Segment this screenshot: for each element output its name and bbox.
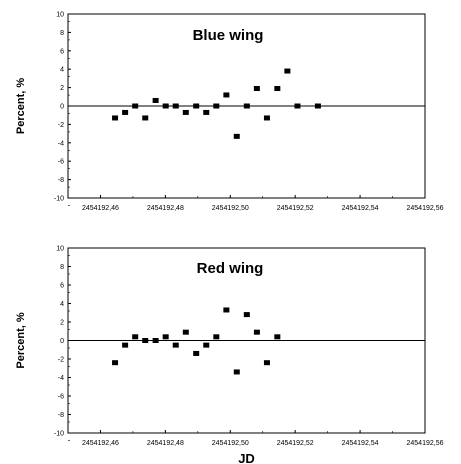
y-tick-label: -10 bbox=[54, 196, 64, 203]
y-tick-label: 6 bbox=[60, 48, 64, 55]
y-tick-label: 2 bbox=[60, 85, 64, 92]
x-axis-label: JD bbox=[238, 451, 255, 464]
data-point bbox=[263, 115, 270, 121]
chart-title: Red wing bbox=[197, 260, 264, 277]
y-tick-label: 4 bbox=[60, 67, 64, 74]
y-tick-label: 0 bbox=[60, 338, 64, 345]
data-point bbox=[233, 133, 240, 139]
data-point bbox=[132, 103, 139, 109]
data-point bbox=[132, 334, 139, 340]
y-tick-label: -4 bbox=[58, 375, 64, 382]
data-point bbox=[182, 109, 189, 115]
data-point bbox=[284, 68, 291, 74]
data-point bbox=[223, 92, 230, 98]
data-point bbox=[122, 109, 129, 115]
y-tick-label: -6 bbox=[58, 159, 64, 166]
data-point bbox=[243, 103, 250, 109]
x-tick-label: 2454192,56 bbox=[407, 205, 444, 212]
y-tick-label: 0 bbox=[60, 104, 64, 111]
y-tick-label: -8 bbox=[58, 177, 64, 184]
y-tick-label: -4 bbox=[58, 140, 64, 147]
x-tick-label: 2454192,52 bbox=[277, 440, 314, 447]
x-tick-label: 2454192,48 bbox=[147, 205, 184, 212]
x-tick-label: 2454192,50 bbox=[212, 440, 249, 447]
data-point bbox=[112, 115, 119, 121]
y-tick-label: 6 bbox=[60, 283, 64, 290]
chart-panel-2: 10 8 6 4 2 0 -2 -4 -6 -8 -10 2454192,46 2454192,48 24… bbox=[15, 246, 444, 464]
data-point bbox=[314, 103, 321, 109]
data-point bbox=[142, 115, 149, 121]
data-point bbox=[172, 342, 179, 348]
data-point bbox=[253, 329, 260, 335]
data-point bbox=[193, 350, 200, 356]
y-axis-label: Percent, % bbox=[15, 78, 27, 134]
data-point bbox=[172, 103, 179, 109]
data-point bbox=[274, 86, 281, 92]
y-tick-label: -8 bbox=[58, 412, 64, 419]
data-point bbox=[203, 342, 210, 348]
x-tick-label: 2454192,52 bbox=[277, 205, 314, 212]
data-point bbox=[162, 103, 169, 109]
data-point bbox=[112, 360, 119, 366]
data-point bbox=[142, 338, 149, 343]
y-tick-label: 8 bbox=[60, 264, 64, 271]
data-point bbox=[152, 338, 159, 343]
x-tick-label: 2454192,56 bbox=[407, 440, 444, 447]
data-point bbox=[193, 103, 200, 109]
y-tick-label: -10 bbox=[54, 431, 64, 438]
x-tick-label: 2454192,50 bbox=[212, 205, 249, 212]
y-tick-label: -2 bbox=[58, 122, 64, 129]
data-point bbox=[233, 369, 240, 375]
x-tick-label: 2454192,54 bbox=[342, 205, 379, 212]
y-tick-label: -6 bbox=[58, 394, 64, 401]
x-tick-label: 2454192,46 bbox=[82, 440, 119, 447]
chart-title: Blue wing bbox=[193, 27, 264, 44]
data-point bbox=[122, 342, 129, 348]
data-point bbox=[213, 334, 220, 340]
chart-panel-1: 10 8 6 4 2 0 -2 -4 -6 -8 -10 2454192,46 2454192,48 24… bbox=[15, 12, 444, 213]
x-tick-label: 2454192,46 bbox=[82, 205, 119, 212]
y-tick-label: 8 bbox=[60, 30, 64, 37]
x-tick-label: 2454192,48 bbox=[147, 440, 184, 447]
y-tick-label: 4 bbox=[60, 301, 64, 308]
data-point bbox=[182, 329, 189, 335]
data-point bbox=[162, 334, 169, 340]
data-point bbox=[203, 109, 210, 115]
data-point bbox=[263, 360, 270, 366]
data-point bbox=[294, 103, 301, 109]
y-tick-label: 2 bbox=[60, 320, 64, 327]
data-point bbox=[223, 307, 230, 313]
data-point bbox=[253, 86, 260, 92]
data-point bbox=[274, 334, 281, 340]
y-tick-label: 10 bbox=[56, 12, 64, 19]
x-tick-label: 2454192,54 bbox=[342, 440, 379, 447]
y-tick-label: 10 bbox=[56, 246, 64, 253]
data-point bbox=[243, 312, 250, 318]
data-point bbox=[152, 97, 159, 103]
y-axis-label: Percent, % bbox=[15, 312, 27, 368]
y-tick-label: -2 bbox=[58, 357, 64, 364]
data-point bbox=[213, 103, 220, 109]
